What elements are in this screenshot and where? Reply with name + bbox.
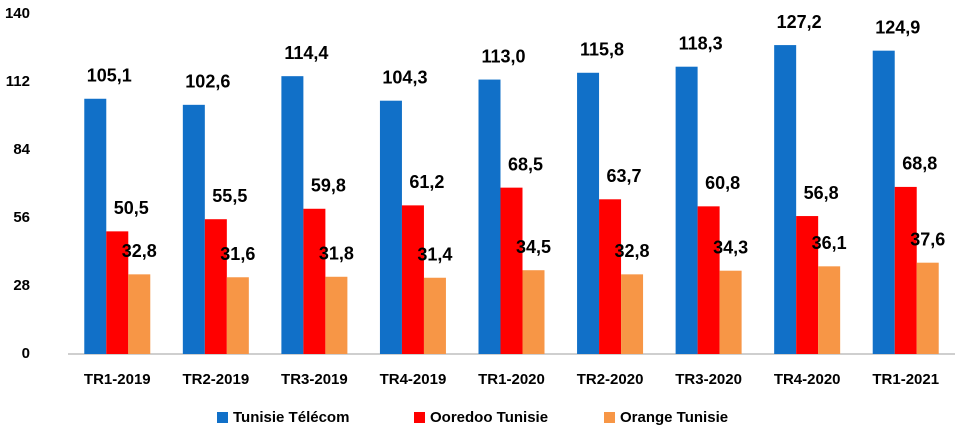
y-tick-label: 84 — [13, 141, 30, 158]
x-tick-label: TR2-2020 — [577, 371, 644, 388]
bar — [303, 208, 326, 354]
value-label: 37,6 — [910, 229, 945, 249]
y-tick-label: 56 — [13, 209, 30, 226]
bar — [281, 76, 304, 355]
value-label: 68,5 — [508, 154, 543, 174]
bar — [423, 277, 446, 354]
value-label: 61,2 — [409, 172, 444, 192]
bar — [500, 187, 523, 354]
bar — [872, 50, 895, 355]
legend-swatch — [604, 412, 615, 423]
legend-swatch — [414, 412, 425, 423]
bar — [401, 205, 424, 354]
bar — [916, 262, 939, 354]
bar — [226, 277, 249, 354]
bar — [621, 274, 644, 354]
x-tick-label: TR1-2021 — [872, 371, 939, 388]
x-tick-label: TR3-2020 — [675, 371, 742, 388]
x-tick-label: TR1-2020 — [478, 371, 545, 388]
value-label: 31,8 — [319, 244, 354, 264]
x-tick-label: TR2-2019 — [182, 371, 249, 388]
bar — [796, 216, 819, 354]
bar — [522, 270, 545, 354]
x-tick-label: TR1-2019 — [84, 371, 151, 388]
value-label: 124,9 — [875, 17, 920, 37]
bar — [182, 104, 205, 354]
value-label: 127,2 — [777, 12, 822, 32]
value-label: 104,3 — [382, 67, 427, 87]
value-label: 34,5 — [516, 237, 551, 257]
legend-swatch — [217, 412, 228, 423]
bar — [774, 45, 797, 354]
value-label: 56,8 — [804, 183, 839, 203]
y-tick-label: 28 — [13, 277, 30, 294]
bar — [675, 66, 698, 354]
bar — [894, 186, 917, 354]
value-label: 113,0 — [481, 46, 525, 66]
x-tick-label: TR4-2019 — [380, 371, 447, 388]
value-label: 31,4 — [417, 244, 452, 264]
bar — [128, 274, 151, 354]
value-label: 32,8 — [615, 241, 650, 261]
bar — [697, 206, 720, 354]
value-label: 115,8 — [580, 40, 624, 60]
x-tick-label: TR3-2019 — [281, 371, 348, 388]
x-tick-label: TR4-2020 — [774, 371, 841, 388]
value-label: 102,6 — [185, 72, 230, 92]
bar — [599, 199, 622, 354]
value-label: 31,6 — [220, 244, 255, 264]
bar — [577, 72, 600, 355]
legend-label: Tunisie Télécom — [233, 409, 349, 426]
value-label: 60,8 — [705, 173, 740, 193]
value-label: 59,8 — [311, 176, 346, 196]
value-label: 63,7 — [607, 166, 642, 186]
value-label: 114,4 — [284, 43, 328, 63]
bar — [106, 231, 129, 354]
value-label: 36,1 — [812, 233, 847, 253]
value-label: 68,8 — [902, 154, 937, 174]
bar — [325, 276, 348, 354]
bar — [379, 100, 402, 354]
bar — [719, 270, 742, 354]
value-label: 34,3 — [713, 237, 748, 257]
legend-label: Ooredoo Tunisie — [430, 409, 548, 426]
y-tick-label: 140 — [5, 5, 30, 22]
y-tick-label: 112 — [6, 73, 30, 90]
bar — [204, 219, 227, 354]
bar — [818, 266, 841, 354]
value-label: 55,5 — [212, 186, 247, 206]
value-label: 118,3 — [679, 33, 723, 53]
value-label: 50,5 — [114, 198, 149, 218]
bar — [84, 98, 107, 354]
value-label: 105,1 — [87, 66, 132, 86]
bar — [478, 79, 501, 355]
y-tick-label: 0 — [22, 345, 30, 362]
value-label: 32,8 — [122, 241, 157, 261]
legend-label: Orange Tunisie — [620, 409, 728, 426]
